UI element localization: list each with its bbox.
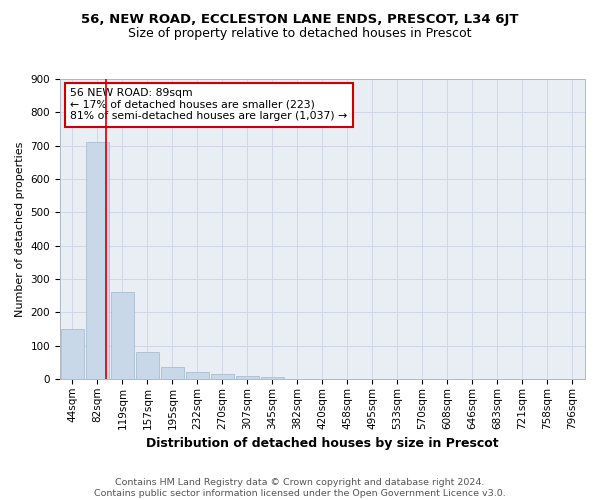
X-axis label: Distribution of detached houses by size in Prescot: Distribution of detached houses by size … bbox=[146, 437, 499, 450]
Bar bbox=[86, 142, 109, 379]
Bar bbox=[136, 352, 159, 379]
Bar bbox=[61, 329, 84, 379]
Text: 56, NEW ROAD, ECCLESTON LANE ENDS, PRESCOT, L34 6JT: 56, NEW ROAD, ECCLESTON LANE ENDS, PRESC… bbox=[81, 12, 519, 26]
Bar bbox=[185, 372, 209, 379]
Text: 56 NEW ROAD: 89sqm
← 17% of detached houses are smaller (223)
81% of semi-detach: 56 NEW ROAD: 89sqm ← 17% of detached hou… bbox=[70, 88, 347, 121]
Bar bbox=[236, 376, 259, 379]
Text: Contains HM Land Registry data © Crown copyright and database right 2024.
Contai: Contains HM Land Registry data © Crown c… bbox=[94, 478, 506, 498]
Bar bbox=[161, 367, 184, 379]
Text: Size of property relative to detached houses in Prescot: Size of property relative to detached ho… bbox=[128, 28, 472, 40]
Y-axis label: Number of detached properties: Number of detached properties bbox=[15, 142, 25, 316]
Bar bbox=[211, 374, 235, 379]
Bar bbox=[260, 376, 284, 379]
Bar bbox=[110, 292, 134, 379]
